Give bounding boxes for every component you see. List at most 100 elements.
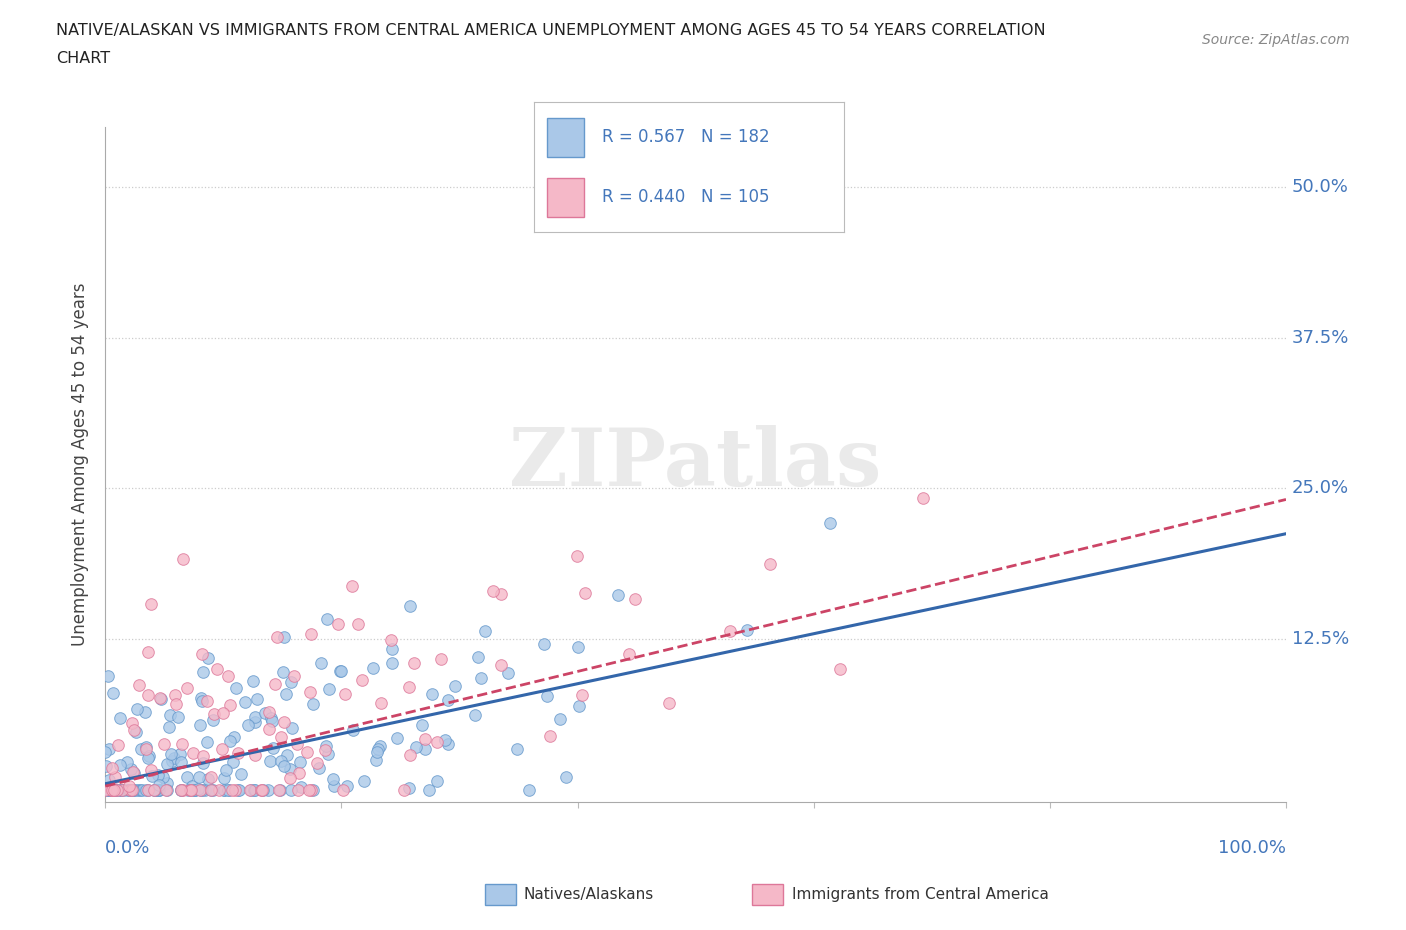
Point [172, 782, 194, 797]
Text: Natives/Alaskans: Natives/Alaskans [523, 887, 654, 902]
Point [555, 770, 578, 785]
Point [489, 586, 512, 601]
Point [290, 755, 312, 770]
Point [218, 698, 240, 713]
Point [624, 591, 647, 606]
Point [135, 782, 157, 797]
Point [353, 774, 375, 789]
Point [180, 782, 202, 797]
Point [145, 782, 167, 797]
Point [271, 665, 294, 680]
Point [121, 782, 143, 797]
Point [183, 782, 205, 797]
Point [148, 777, 170, 792]
Point [243, 782, 266, 797]
Point [160, 747, 183, 762]
Point [314, 742, 336, 757]
Point [413, 741, 436, 756]
Point [131, 782, 153, 797]
Point [97, 669, 120, 684]
Point [489, 658, 512, 672]
Point [308, 760, 330, 775]
Point [141, 597, 163, 612]
Point [162, 753, 184, 768]
Point [571, 687, 593, 702]
Point [298, 782, 321, 797]
Point [110, 782, 132, 797]
Point [152, 737, 174, 751]
Point [136, 782, 159, 797]
Point [122, 723, 145, 737]
Point [309, 656, 332, 671]
Point [398, 748, 420, 763]
Point [229, 766, 252, 781]
Point [567, 639, 589, 654]
Point [183, 782, 205, 797]
Point [142, 782, 165, 797]
Point [370, 696, 392, 711]
Point [100, 782, 122, 797]
Point [299, 782, 322, 797]
Point [124, 782, 146, 797]
Point [398, 598, 420, 613]
Point [190, 782, 212, 797]
Point [100, 782, 122, 797]
Y-axis label: Unemployment Among Ages 45 to 54 years: Unemployment Among Ages 45 to 54 years [72, 283, 89, 646]
Point [96, 759, 118, 774]
Point [250, 782, 273, 797]
Point [607, 588, 630, 603]
Point [243, 747, 266, 762]
Point [111, 782, 134, 797]
Point [193, 665, 215, 680]
Point [276, 748, 298, 763]
Point [155, 776, 177, 790]
Point [94, 782, 117, 797]
Point [97, 782, 120, 797]
Text: CHART: CHART [56, 51, 110, 66]
Point [315, 739, 337, 754]
Point [436, 693, 458, 708]
Point [163, 751, 186, 765]
Point [94, 744, 117, 759]
Point [322, 778, 344, 793]
Point [222, 730, 245, 745]
Point [658, 696, 681, 711]
Text: 37.5%: 37.5% [1292, 328, 1350, 347]
Point [141, 763, 163, 777]
Point [433, 733, 456, 748]
Point [107, 737, 129, 752]
Point [328, 617, 350, 631]
Point [381, 642, 404, 657]
Point [333, 687, 356, 702]
Point [519, 782, 541, 797]
Point [181, 778, 204, 793]
Point [217, 782, 239, 797]
Point [104, 782, 127, 797]
Point [195, 734, 218, 749]
Point [134, 705, 156, 720]
Point [103, 782, 125, 797]
Point [257, 722, 280, 737]
Point [262, 740, 284, 755]
Point [193, 782, 215, 797]
Point [215, 763, 238, 777]
Point [398, 781, 420, 796]
Point [263, 677, 285, 692]
Point [159, 720, 181, 735]
Point [208, 782, 231, 797]
Point [98, 742, 121, 757]
Point [127, 782, 149, 797]
Point [121, 715, 143, 730]
Point [197, 650, 219, 665]
Point [280, 782, 302, 797]
Point [574, 586, 596, 601]
Point [301, 697, 323, 711]
Point [228, 782, 250, 797]
Point [245, 714, 267, 729]
Point [245, 692, 267, 707]
Point [170, 782, 193, 797]
Point [426, 774, 449, 789]
Point [273, 758, 295, 773]
Point [159, 708, 181, 723]
Point [97, 782, 120, 797]
